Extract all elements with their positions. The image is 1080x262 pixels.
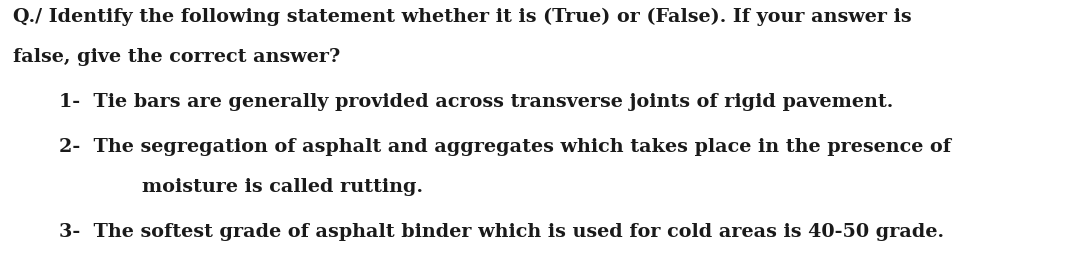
Text: Q./ Identify the following statement whether it is (True) or (False). If your an: Q./ Identify the following statement whe… <box>13 8 912 26</box>
Text: 2-  The segregation of asphalt and aggregates which takes place in the presence : 2- The segregation of asphalt and aggreg… <box>59 138 951 156</box>
Text: 1-  Tie bars are generally provided across transverse joints of rigid pavement.: 1- Tie bars are generally provided acros… <box>59 93 893 111</box>
Text: false, give the correct answer?: false, give the correct answer? <box>13 48 340 67</box>
Text: 3-  The softest grade of asphalt binder which is used for cold areas is 40-50 gr: 3- The softest grade of asphalt binder w… <box>59 223 944 241</box>
Text: moisture is called rutting.: moisture is called rutting. <box>89 178 422 196</box>
